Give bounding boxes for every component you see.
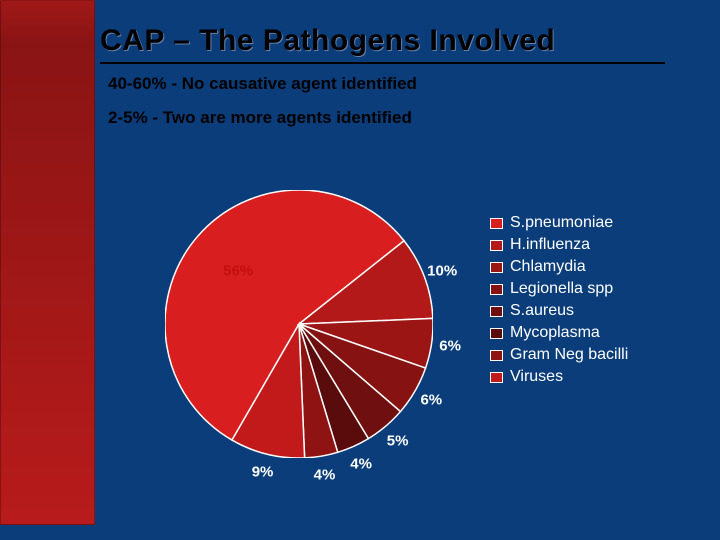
legend-swatch: [490, 284, 503, 295]
legend-item: Legionella spp: [490, 280, 628, 298]
legend-swatch: [490, 218, 503, 229]
legend: S.pneumoniae H.influenza Chlamydia Legionel…: [490, 210, 628, 390]
legend-swatch: [490, 328, 503, 339]
legend-label: Legionella spp: [510, 280, 613, 298]
slice-label: 56%: [223, 263, 253, 280]
legend-swatch: [490, 372, 503, 383]
legend-item: Mycoplasma: [490, 324, 628, 342]
slice-label: 9%: [252, 464, 274, 481]
legend-item: Chlamydia: [490, 258, 628, 276]
bullet-1: 40-60% - No causative agent identified: [108, 74, 700, 94]
legend-item: Gram Neg bacilli: [490, 346, 628, 364]
bullet-2: 2-5% - Two are more agents identified: [108, 108, 700, 128]
legend-item: S.pneumoniae: [490, 214, 628, 232]
content: CAP – The Pathogens Involved 40-60% - No…: [100, 24, 700, 142]
slice-label: 4%: [314, 466, 336, 483]
slice-label: 10%: [427, 262, 457, 279]
page-title: CAP – The Pathogens Involved: [100, 24, 700, 58]
accent-block: [0, 0, 95, 525]
legend-swatch: [490, 262, 503, 273]
legend-label: S.aureus: [510, 302, 574, 320]
slice-label: 5%: [387, 432, 409, 449]
legend-item: Viruses: [490, 368, 628, 386]
legend-item: H.influenza: [490, 236, 628, 254]
legend-label: Viruses: [510, 368, 563, 386]
pie-chart: 56%10%6%6%5%4%4%9%: [165, 190, 433, 458]
legend-item: S.aureus: [490, 302, 628, 320]
slice-label: 6%: [439, 338, 461, 355]
title-underline: [100, 62, 665, 64]
legend-label: Mycoplasma: [510, 324, 600, 342]
legend-label: S.pneumoniae: [510, 214, 613, 232]
legend-label: H.influenza: [510, 236, 590, 254]
legend-label: Chlamydia: [510, 258, 586, 276]
legend-swatch: [490, 306, 503, 317]
legend-swatch: [490, 240, 503, 251]
slice-label: 6%: [420, 392, 442, 409]
chart-area: 56%10%6%6%5%4%4%9% S.pneumoniaeH.influen…: [120, 170, 700, 510]
slice-label: 4%: [350, 455, 372, 472]
legend-label: Gram Neg bacilli: [510, 346, 628, 364]
legend-swatch: [490, 350, 503, 361]
